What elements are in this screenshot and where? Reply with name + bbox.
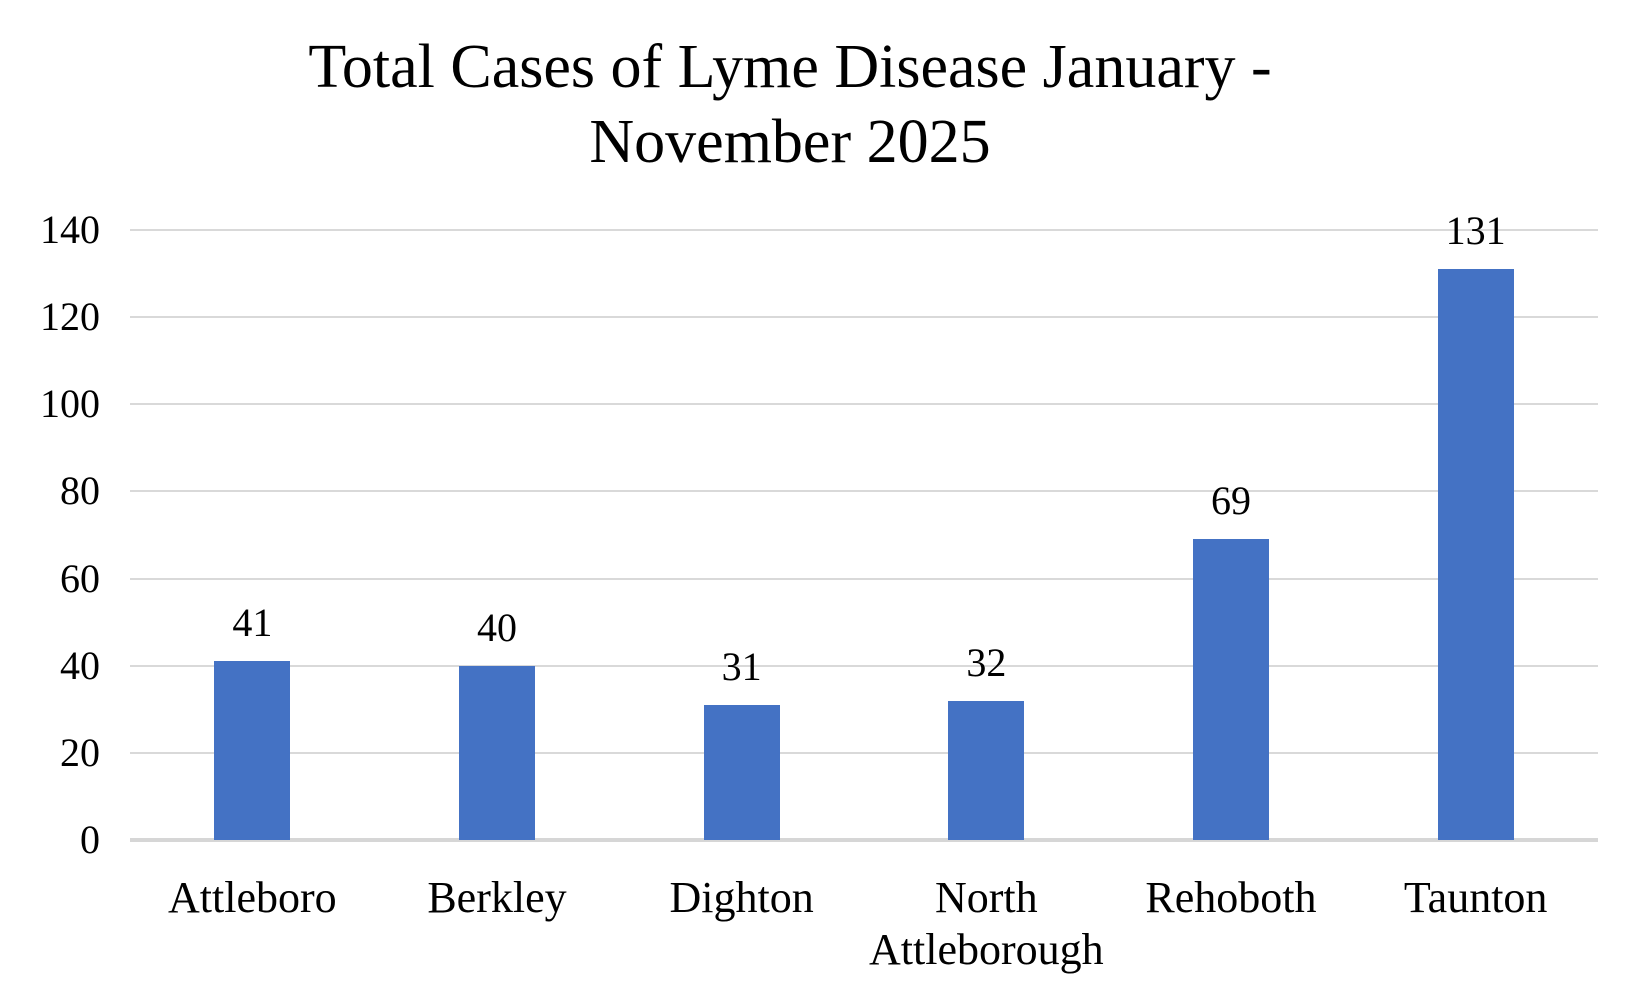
gridline-y-100 xyxy=(130,403,1598,406)
bar-slot-rehoboth: 69 Rehoboth xyxy=(1109,230,1354,922)
bar-slot-attleboro: 41 Attleboro xyxy=(130,230,375,922)
bar-value-label-north-attleborough: 32 xyxy=(966,639,1007,685)
y-tick-label-60: 60 xyxy=(60,555,100,601)
bar-value-label-taunton: 131 xyxy=(1445,208,1506,254)
bar-dighton xyxy=(703,704,780,840)
bar-rehoboth xyxy=(1192,539,1269,840)
chart-title-line-1: Total Cases of Lyme Disease January - xyxy=(308,33,1272,101)
y-tick-label-20: 20 xyxy=(60,729,100,775)
bar-value-label-berkley: 40 xyxy=(476,604,517,650)
bar-slot-taunton: 131 Taunton xyxy=(1353,209,1598,922)
plot-area: 0 20 40 60 80 100 120 140 41 Attleboro 40 Berkley 31… xyxy=(40,207,1598,974)
y-tick-label-120: 120 xyxy=(40,294,100,340)
bar-berkley xyxy=(458,665,535,840)
gridline-y-140 xyxy=(130,229,1598,231)
bar-taunton xyxy=(1437,269,1514,840)
chart-title-line-2: November 2025 xyxy=(589,108,991,176)
x-category-label-rehoboth: Rehoboth xyxy=(1145,873,1317,922)
y-tick-label-140: 140 xyxy=(40,207,100,252)
y-tick-label-0: 0 xyxy=(80,817,100,862)
y-tick-label-40: 40 xyxy=(60,642,100,688)
x-category-label-dighton: Dighton xyxy=(669,873,814,922)
y-tick-label-80: 80 xyxy=(60,468,100,514)
x-category-label-taunton: Taunton xyxy=(1403,873,1548,922)
bar-value-label-attleboro: 41 xyxy=(232,600,273,646)
chart-title: Total Cases of Lyme Disease January - No… xyxy=(0,30,1580,180)
y-tick-label-100: 100 xyxy=(40,381,100,427)
bar-value-label-dighton: 31 xyxy=(721,643,762,689)
x-category-label-attleboro: Attleboro xyxy=(168,873,337,922)
gridline-y-60 xyxy=(130,577,1598,580)
x-category-label-north-attleborough: North Attleborough xyxy=(869,873,1104,974)
gridline-y-40 xyxy=(130,664,1598,667)
x-axis-line xyxy=(130,838,1598,842)
bar-north-attleborough xyxy=(948,700,1025,840)
bar-slot-north-attleborough: 32 North Attleborough xyxy=(864,230,1109,974)
gridline-y-20 xyxy=(130,751,1598,754)
bar-slot-berkley: 40 Berkley xyxy=(375,230,620,922)
bar-attleboro xyxy=(214,661,291,840)
bar-value-label-rehoboth: 69 xyxy=(1210,478,1251,524)
gridline-y-120 xyxy=(130,316,1598,319)
x-category-label-berkley: Berkley xyxy=(427,873,567,922)
bar-slot-dighton: 31 Dighton xyxy=(619,230,864,922)
gridline-y-80 xyxy=(130,490,1598,493)
